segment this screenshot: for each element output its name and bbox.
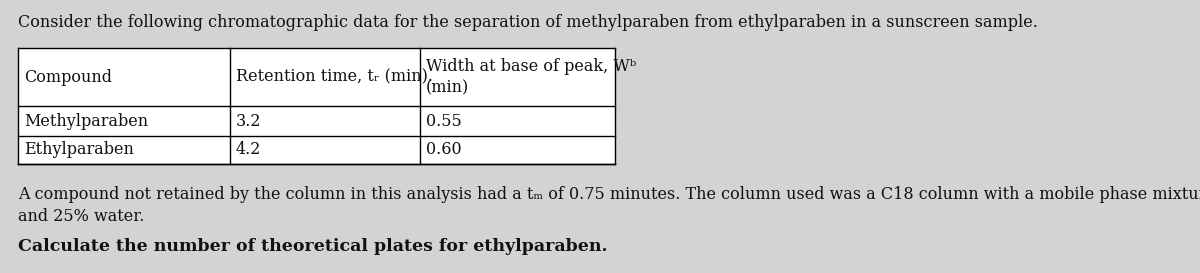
- Text: Width at base of peak, Wᵇ: Width at base of peak, Wᵇ: [426, 58, 636, 75]
- Text: 3.2: 3.2: [236, 112, 262, 129]
- Text: Ethylparaben: Ethylparaben: [24, 141, 134, 159]
- Text: Methylparaben: Methylparaben: [24, 112, 148, 129]
- Bar: [18, 48, 616, 164]
- Text: and 25% water.: and 25% water.: [18, 208, 144, 225]
- Text: A compound not retained by the column in this analysis had a tₘ of 0.75 minutes.: A compound not retained by the column in…: [18, 186, 1200, 203]
- Text: Retention time, tᵣ (min).: Retention time, tᵣ (min).: [236, 69, 433, 85]
- Text: (min): (min): [426, 79, 469, 96]
- Text: Consider the following chromatographic data for the separation of methylparaben : Consider the following chromatographic d…: [18, 14, 1038, 31]
- Text: 0.55: 0.55: [426, 112, 462, 129]
- Text: Compound: Compound: [24, 69, 112, 85]
- Text: 4.2: 4.2: [236, 141, 262, 159]
- Text: Calculate the number of theoretical plates for ethylparaben.: Calculate the number of theoretical plat…: [18, 238, 607, 255]
- Text: 0.60: 0.60: [426, 141, 462, 159]
